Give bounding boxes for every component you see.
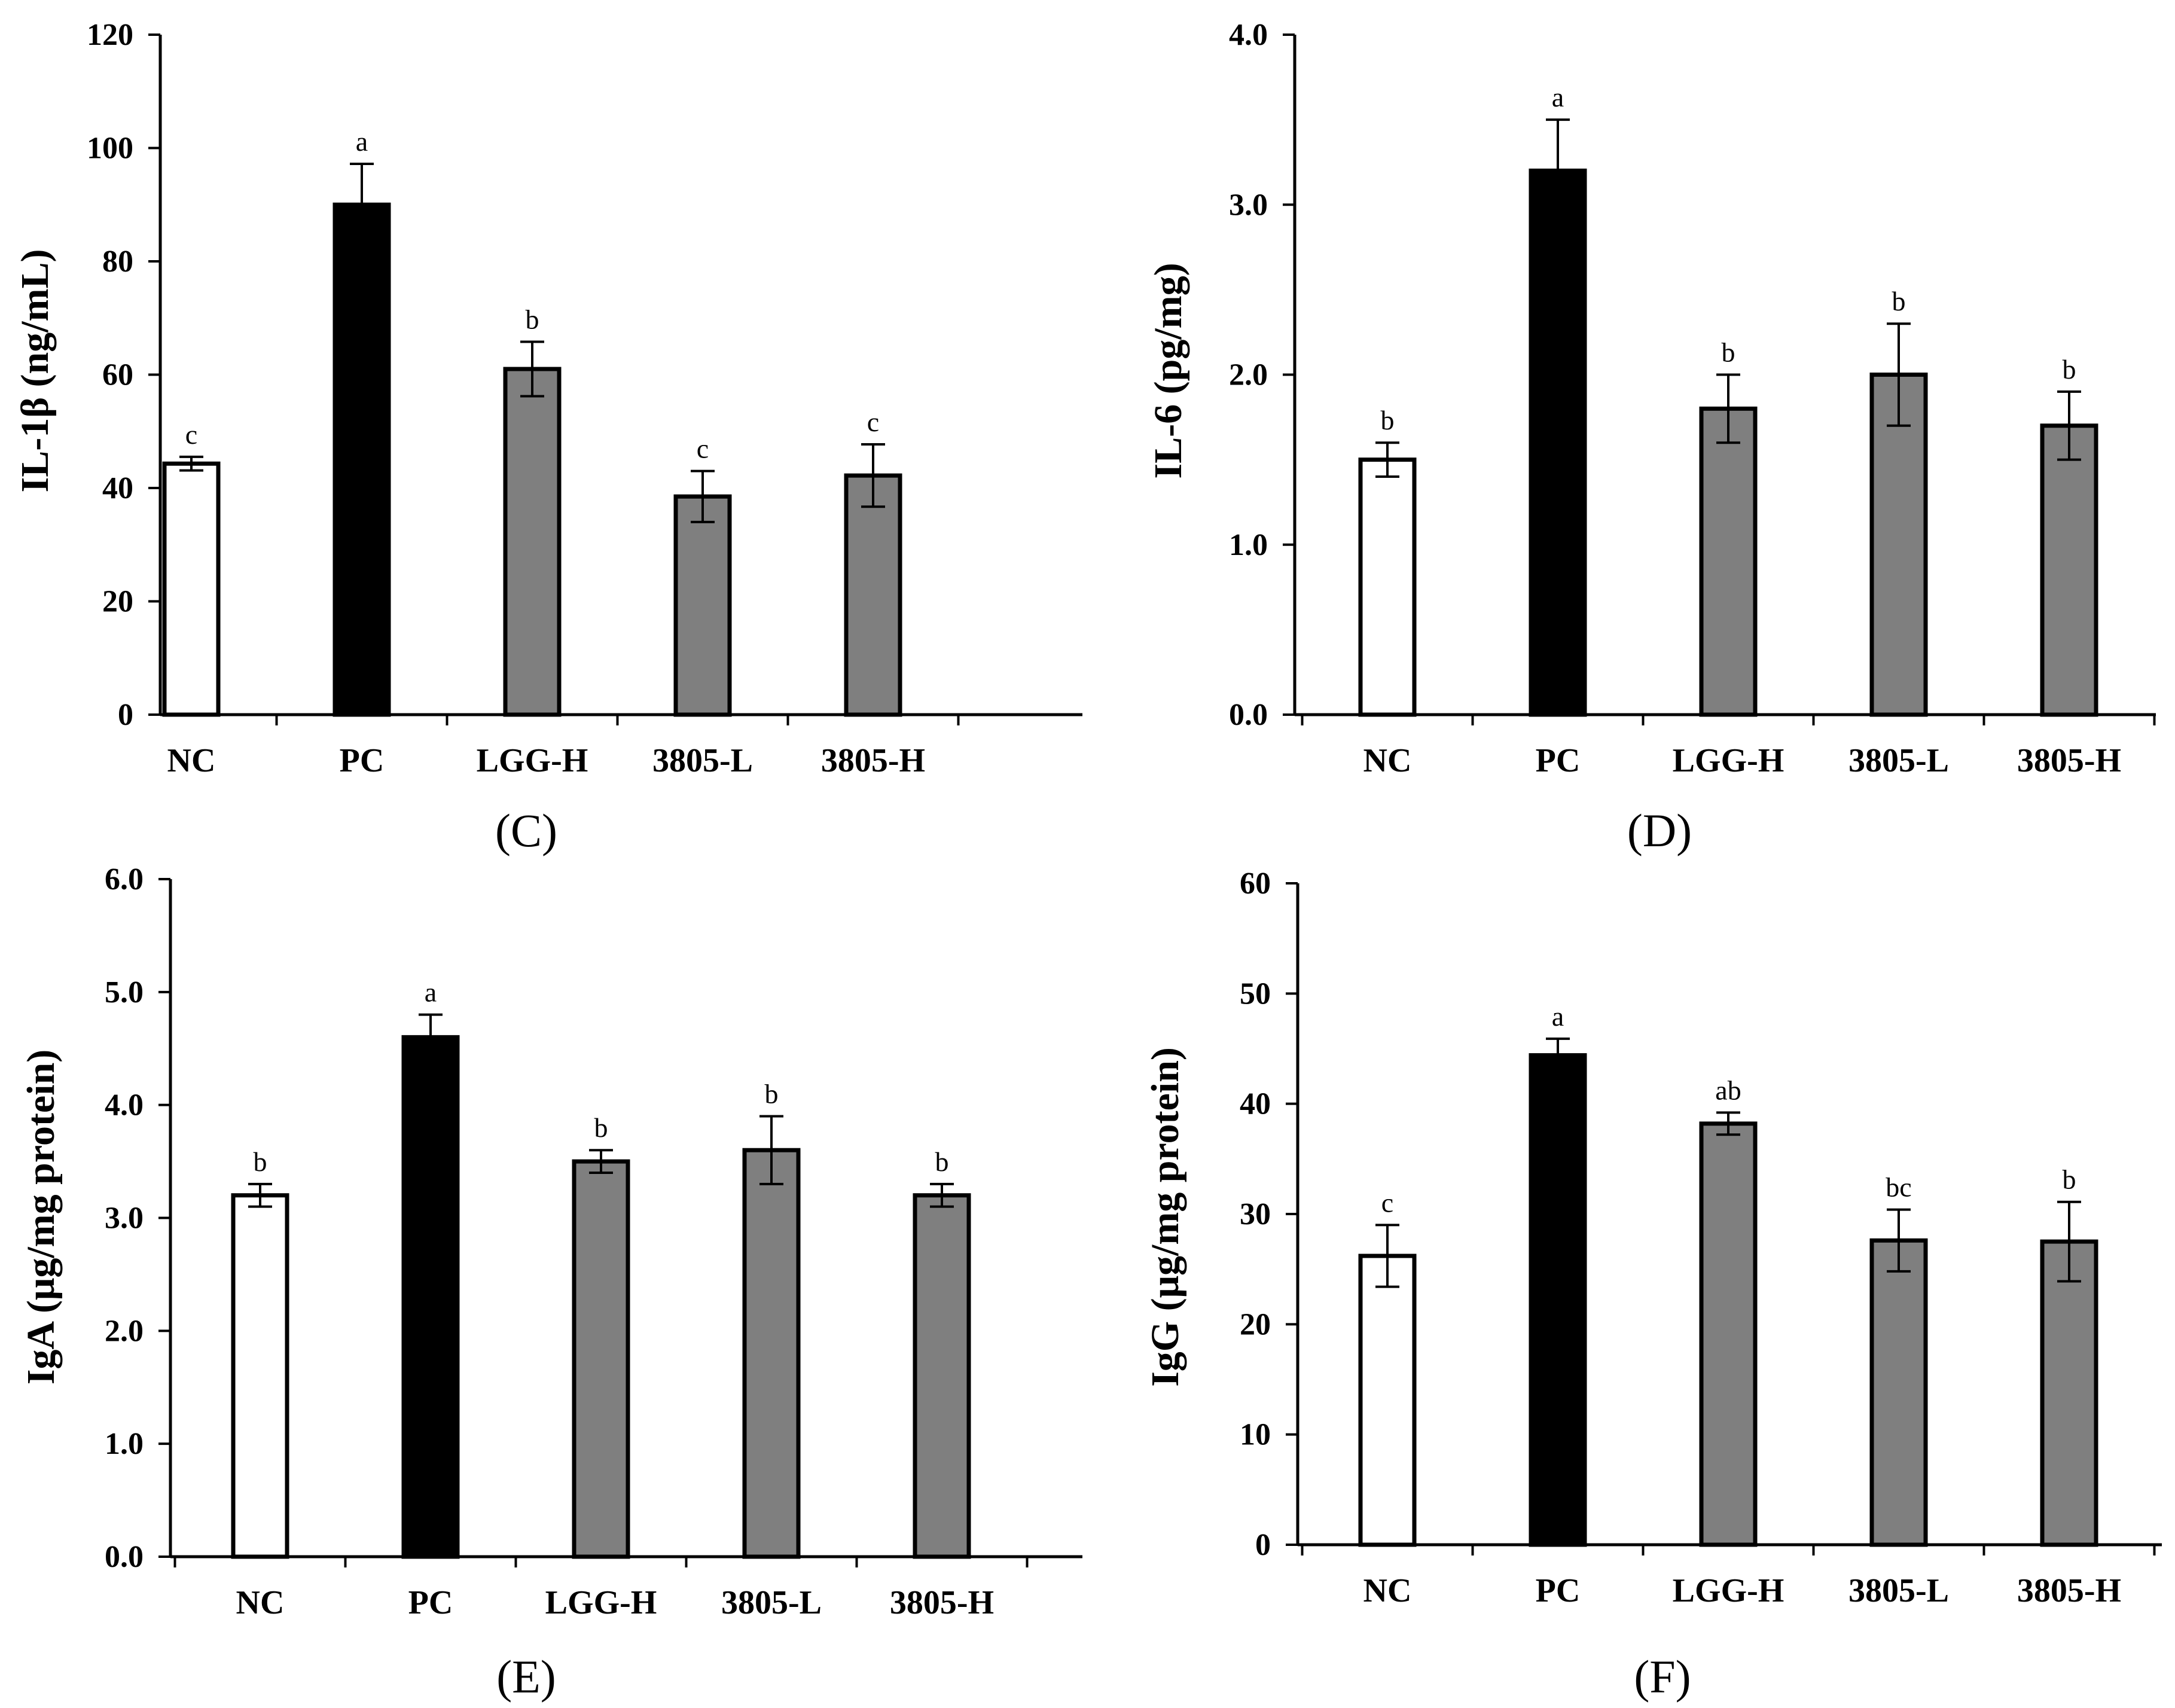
- y-tick-label: 1.0: [105, 1427, 144, 1461]
- y-axis-title: IL-1β (ng/mL): [13, 249, 57, 493]
- x-category-label: LGG-H: [1673, 742, 1784, 779]
- x-category-label: PC: [1536, 742, 1581, 779]
- y-tick-label: 0.0: [1229, 698, 1268, 732]
- y-tick-label: 0: [118, 698, 133, 732]
- bar-3805-l: [673, 494, 732, 717]
- bar-3805-l: [1869, 1238, 1928, 1547]
- significance-label: b: [1722, 337, 1735, 368]
- y-tick-label: 0.0: [105, 1540, 144, 1574]
- significance-label: c: [185, 419, 197, 450]
- significance-label: b: [1381, 405, 1395, 435]
- significance-label: bc: [1886, 1172, 1911, 1203]
- bar-3805-h: [844, 473, 902, 717]
- bar-3805-l: [1869, 373, 1928, 717]
- bar-nc: [162, 461, 221, 717]
- significance-label: c: [867, 407, 879, 437]
- x-category-label: NC: [167, 742, 216, 779]
- y-tick-label: 10: [1240, 1418, 1271, 1452]
- significance-label: b: [1892, 286, 1906, 316]
- significance-label: b: [254, 1146, 267, 1177]
- bar-3805-l: [742, 1148, 801, 1559]
- y-tick-label: 30: [1240, 1197, 1271, 1231]
- bar-pc: [1529, 168, 1587, 717]
- significance-label: c: [1381, 1187, 1393, 1218]
- significance-label: b: [2063, 1164, 2076, 1195]
- y-tick-label: 0: [1255, 1528, 1271, 1562]
- bar-lgg-h: [503, 367, 562, 717]
- bar-lgg-h: [1699, 1121, 1758, 1547]
- y-tick-label: 60: [1240, 867, 1271, 901]
- bar-3805-h: [2040, 1239, 2098, 1547]
- x-category-label: NC: [1363, 1572, 1412, 1609]
- x-category-label: PC: [340, 742, 385, 779]
- y-tick-label: 120: [87, 18, 133, 52]
- significance-label: a: [1552, 82, 1564, 112]
- bar-lgg-h: [572, 1159, 630, 1559]
- chart-panel-c: IL-1β (ng/mL) (C) 0 20 40 60 80 100 120 c NC a PC b…: [13, 18, 1082, 856]
- y-tick-label: 40: [1240, 1087, 1271, 1121]
- significance-label: b: [765, 1079, 779, 1109]
- significance-label: b: [935, 1146, 949, 1177]
- y-tick-label: 3.0: [105, 1201, 144, 1236]
- y-tick-label: 80: [102, 245, 133, 279]
- y-axis-title: IgG (μg/mg protein): [1143, 1047, 1187, 1387]
- bar-pc: [332, 202, 391, 717]
- y-axis-title: IL-6 (pg/mg): [1146, 263, 1190, 478]
- x-category-label: 3805-L: [652, 742, 753, 779]
- x-category-label: LGG-H: [545, 1584, 657, 1621]
- chart-panel-e: IgA (μg/mg protein) (E) 0.0 1.0 2.0 3.0 4.0 5…: [19, 862, 1082, 1703]
- bar-pc: [401, 1035, 460, 1559]
- y-tick-label: 50: [1240, 977, 1271, 1011]
- y-tick-label: 20: [102, 585, 133, 619]
- significance-label: b: [2063, 354, 2076, 385]
- y-tick-label: 4.0: [1229, 18, 1268, 52]
- x-category-label: NC: [236, 1584, 285, 1621]
- bar-lgg-h: [1699, 406, 1758, 717]
- x-category-label: 3805-L: [1848, 742, 1949, 779]
- x-category-label: PC: [1536, 1572, 1581, 1609]
- y-tick-label: 1.0: [1229, 528, 1268, 562]
- y-tick-label: 100: [87, 132, 133, 166]
- significance-label: a: [1552, 1001, 1564, 1032]
- x-category-label: LGG-H: [477, 742, 588, 779]
- significance-label: c: [697, 434, 709, 464]
- panel-label: (E): [496, 1651, 556, 1703]
- y-tick-label: 40: [102, 471, 133, 505]
- x-category-label: 3805-L: [721, 1584, 822, 1621]
- panel-label: (D): [1627, 804, 1692, 856]
- x-category-label: 3805-H: [2017, 742, 2121, 779]
- bar-3805-h: [2040, 423, 2098, 717]
- panel-label: (F): [1634, 1651, 1691, 1703]
- bar-3805-h: [913, 1193, 971, 1559]
- y-tick-label: 60: [102, 358, 133, 392]
- significance-label: b: [594, 1112, 608, 1143]
- x-category-label: 3805-H: [821, 742, 925, 779]
- significance-label: ab: [1715, 1075, 1741, 1105]
- x-category-label: NC: [1363, 742, 1412, 779]
- chart-panel-f: IgG (μg/mg protein) (F) 0 10 20 30 40 50 60 c NC…: [1143, 867, 2162, 1703]
- panel-label: (C): [495, 804, 557, 856]
- y-tick-label: 3.0: [1229, 188, 1268, 222]
- bar-nc: [1358, 1253, 1417, 1547]
- bar-nc: [1358, 458, 1417, 717]
- significance-label: a: [356, 126, 368, 157]
- x-category-label: 3805-H: [2017, 1572, 2121, 1609]
- x-category-label: 3805-H: [890, 1584, 994, 1621]
- y-tick-label: 20: [1240, 1307, 1271, 1341]
- significance-label: b: [526, 304, 539, 335]
- significance-label: a: [425, 977, 437, 1008]
- y-tick-label: 6.0: [105, 862, 144, 896]
- y-tick-label: 2.0: [1229, 358, 1268, 392]
- chart-panel-d: IL-6 (pg/mg) (D) 0.0 1.0 2.0 3.0 4.0 b NC a PC b L…: [1146, 18, 2156, 856]
- y-tick-label: 2.0: [105, 1314, 144, 1348]
- x-category-label: 3805-L: [1848, 1572, 1949, 1609]
- y-axis-title: IgA (μg/mg protein): [19, 1050, 63, 1385]
- x-category-label: LGG-H: [1673, 1572, 1784, 1609]
- bar-nc: [231, 1193, 289, 1559]
- y-tick-label: 4.0: [105, 1088, 144, 1123]
- y-tick-label: 5.0: [105, 975, 144, 1009]
- x-category-label: PC: [408, 1584, 453, 1621]
- bar-pc: [1529, 1053, 1587, 1547]
